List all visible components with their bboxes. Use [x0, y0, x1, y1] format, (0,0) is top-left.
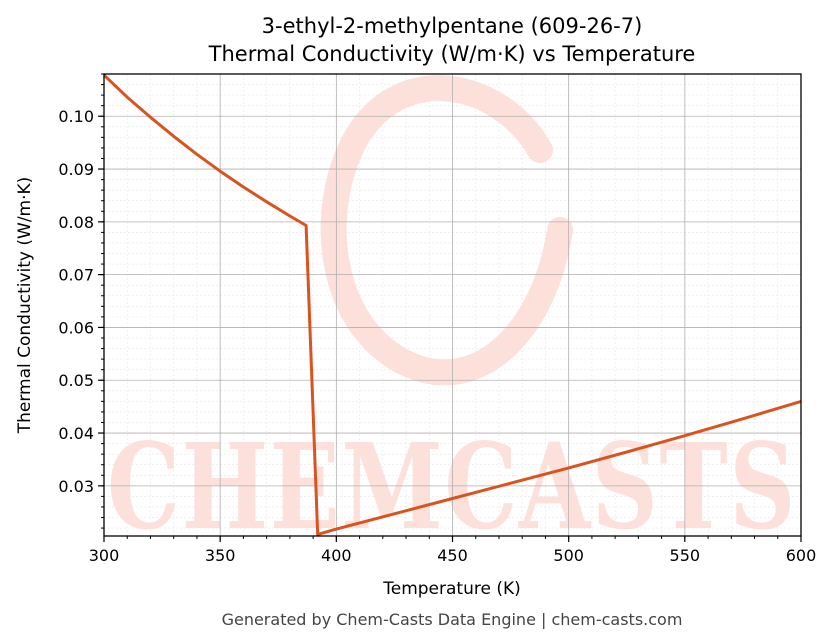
chart-title-line2: Thermal Conductivity (W/m·K) vs Temperat… [208, 42, 696, 66]
y-tick-label: 0.06 [58, 318, 94, 337]
y-tick-label: 0.10 [58, 107, 94, 126]
y-tick-label: 0.05 [58, 371, 94, 390]
x-tick-label: 500 [553, 546, 584, 565]
y-tick-label: 0.07 [58, 266, 94, 285]
y-axis-ticks: 0.03 0.04 0.05 0.06 0.07 0.08 0.09 0.10 [58, 73, 104, 529]
y-axis-label: Thermal Conductivity (W/m·K) [15, 177, 35, 435]
x-tick-label: 600 [786, 546, 817, 565]
watermark-text: CHEMCASTS [107, 417, 797, 556]
x-tick-label: 450 [437, 546, 468, 565]
y-tick-label: 0.03 [58, 477, 94, 496]
y-tick-label: 0.09 [58, 160, 94, 179]
x-tick-label: 550 [670, 546, 701, 565]
y-tick-label: 0.04 [58, 424, 94, 443]
x-tick-label: 350 [205, 546, 236, 565]
x-axis-ticks: 300 350 400 450 500 550 600 [89, 536, 817, 565]
chart-title-line1: 3-ethyl-2-methylpentane (609-26-7) [262, 14, 643, 38]
x-tick-label: 300 [89, 546, 120, 565]
watermark-swirl [320, 75, 573, 386]
x-tick-label: 400 [321, 546, 352, 565]
footer-text: Generated by Chem-Casts Data Engine | ch… [222, 610, 683, 629]
x-axis-label: Temperature (K) [382, 579, 521, 599]
watermark: CHEMCASTS [107, 75, 797, 556]
series-line [102, 74, 802, 536]
y-tick-label: 0.08 [58, 213, 94, 232]
major-grid [103, 74, 802, 536]
